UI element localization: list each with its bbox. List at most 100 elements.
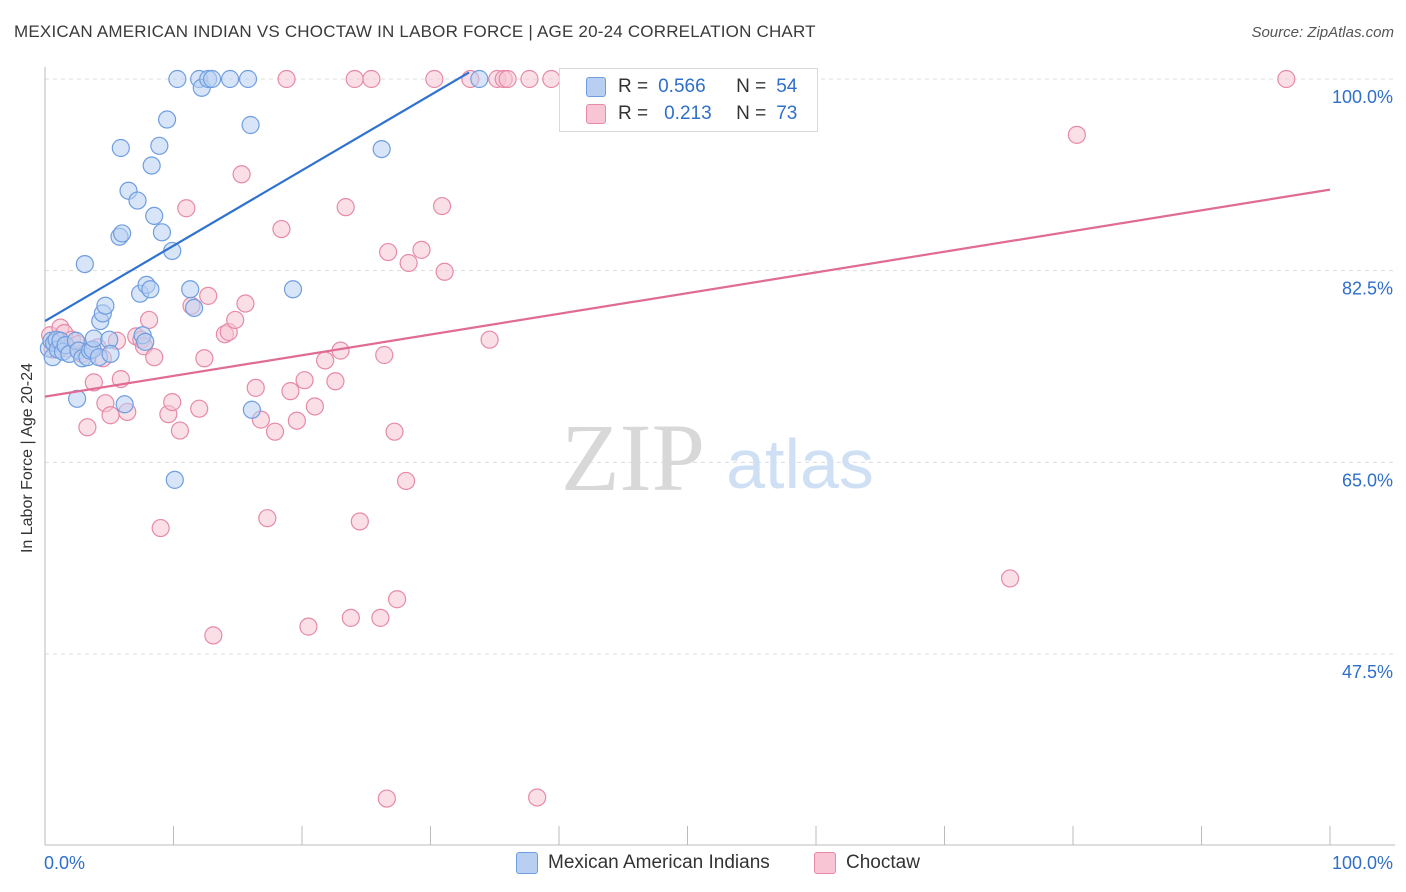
data-point[interactable] xyxy=(375,345,394,365)
data-point[interactable] xyxy=(199,286,218,305)
data-point[interactable] xyxy=(151,518,170,538)
series-legend-item-mexican-american-indians[interactable]: Mexican American Indians xyxy=(516,852,770,874)
data-point[interactable] xyxy=(177,199,196,218)
data-point[interactable] xyxy=(326,372,345,391)
data-point[interactable] xyxy=(181,280,200,299)
data-point[interactable] xyxy=(345,69,364,89)
data-point[interactable] xyxy=(241,115,260,135)
data-point[interactable] xyxy=(372,139,391,159)
trend-lines xyxy=(44,71,1331,398)
data-point[interactable] xyxy=(84,373,103,392)
watermark-atlas: atlas xyxy=(726,425,874,503)
tick-labels: 100.0% 82.5% 65.0% 47.5% 0.0% 100.0% xyxy=(44,87,1393,873)
legend-r-value: 0.566 xyxy=(658,76,706,97)
y-tick-label: 47.5% xyxy=(1342,662,1393,682)
legend-swatch-mexican-american-indians xyxy=(586,77,606,97)
watermark: ZIP atlas xyxy=(561,404,874,511)
data-point[interactable] xyxy=(299,617,318,636)
legend-n-label: N = xyxy=(736,103,767,124)
data-point[interactable] xyxy=(101,344,120,364)
data-point[interactable] xyxy=(377,789,396,808)
data-point[interactable] xyxy=(520,69,539,89)
y-tick-label: 65.0% xyxy=(1342,470,1393,490)
data-point[interactable] xyxy=(115,395,134,414)
legend-swatch-icon xyxy=(814,852,836,874)
data-point[interactable] xyxy=(168,69,187,89)
data-point[interactable] xyxy=(385,422,404,441)
data-point[interactable] xyxy=(78,418,97,437)
series-legend-label: Mexican American Indians xyxy=(548,852,770,873)
data-point[interactable] xyxy=(336,198,355,217)
data-point[interactable] xyxy=(258,509,277,528)
data-point[interactable] xyxy=(96,296,115,315)
data-point[interactable] xyxy=(1067,125,1086,144)
data-point[interactable] xyxy=(470,69,489,89)
data-point[interactable] xyxy=(236,294,255,313)
data-point[interactable] xyxy=(68,389,87,408)
data-point[interactable] xyxy=(277,69,296,89)
data-point[interactable] xyxy=(75,254,94,274)
data-point[interactable] xyxy=(265,422,285,441)
data-point[interactable] xyxy=(412,240,431,259)
data-point[interactable] xyxy=(112,224,132,243)
data-point[interactable] xyxy=(145,206,164,226)
data-point[interactable] xyxy=(111,138,130,158)
data-point[interactable] xyxy=(238,69,258,89)
data-point[interactable] xyxy=(542,69,561,89)
data-point[interactable] xyxy=(242,400,261,419)
trend-line xyxy=(44,188,1331,398)
data-point[interactable] xyxy=(396,471,416,491)
data-point[interactable] xyxy=(136,332,155,351)
data-point[interactable] xyxy=(283,280,303,299)
data-point[interactable] xyxy=(341,608,360,627)
data-point[interactable] xyxy=(362,69,381,89)
data-point[interactable] xyxy=(84,329,103,348)
series-legend-item-choctaw[interactable]: Choctaw xyxy=(814,852,920,874)
legend-n-value: 54 xyxy=(776,76,798,97)
data-point[interactable] xyxy=(195,349,214,368)
data-point[interactable] xyxy=(184,298,204,318)
data-point[interactable] xyxy=(101,406,120,425)
data-point[interactable] xyxy=(1277,69,1296,89)
data-point[interactable] xyxy=(232,165,251,184)
data-point[interactable] xyxy=(152,223,172,242)
data-point[interactable] xyxy=(281,382,300,401)
data-point[interactable] xyxy=(202,69,222,89)
data-point[interactable] xyxy=(305,397,324,416)
data-point[interactable] xyxy=(287,411,306,430)
data-point[interactable] xyxy=(142,156,161,175)
data-point[interactable] xyxy=(220,69,240,89)
data-point[interactable] xyxy=(190,399,209,418)
data-point[interactable] xyxy=(163,392,182,412)
data-point[interactable] xyxy=(387,590,407,609)
data-point[interactable] xyxy=(139,310,159,330)
data-points xyxy=(39,69,1296,808)
data-point[interactable] xyxy=(170,421,190,440)
data-point[interactable] xyxy=(399,253,418,273)
data-point[interactable] xyxy=(498,69,517,89)
data-point[interactable] xyxy=(165,470,184,489)
data-point[interactable] xyxy=(157,110,177,129)
data-point[interactable] xyxy=(371,608,390,627)
data-point[interactable] xyxy=(246,378,265,397)
legend-r-value: 0.213 xyxy=(664,103,712,124)
data-point[interactable] xyxy=(226,310,245,330)
data-point[interactable] xyxy=(272,219,291,239)
data-point[interactable] xyxy=(425,69,444,89)
data-point[interactable] xyxy=(480,330,499,349)
data-point[interactable] xyxy=(316,351,335,370)
data-point[interactable] xyxy=(141,280,160,299)
data-point[interactable] xyxy=(1000,569,1020,588)
data-point[interactable] xyxy=(350,512,369,531)
data-point[interactable] xyxy=(295,371,314,390)
data-point[interactable] xyxy=(528,788,547,807)
data-point[interactable] xyxy=(150,136,169,155)
data-point[interactable] xyxy=(145,348,164,367)
data-point[interactable] xyxy=(128,191,147,210)
data-point[interactable] xyxy=(204,626,223,645)
data-point[interactable] xyxy=(378,242,398,262)
data-point[interactable] xyxy=(435,262,454,281)
data-point[interactable] xyxy=(432,196,452,216)
stats-legend: R = 0.566 N = 54 R = 0.213 N = 73 xyxy=(559,68,818,132)
